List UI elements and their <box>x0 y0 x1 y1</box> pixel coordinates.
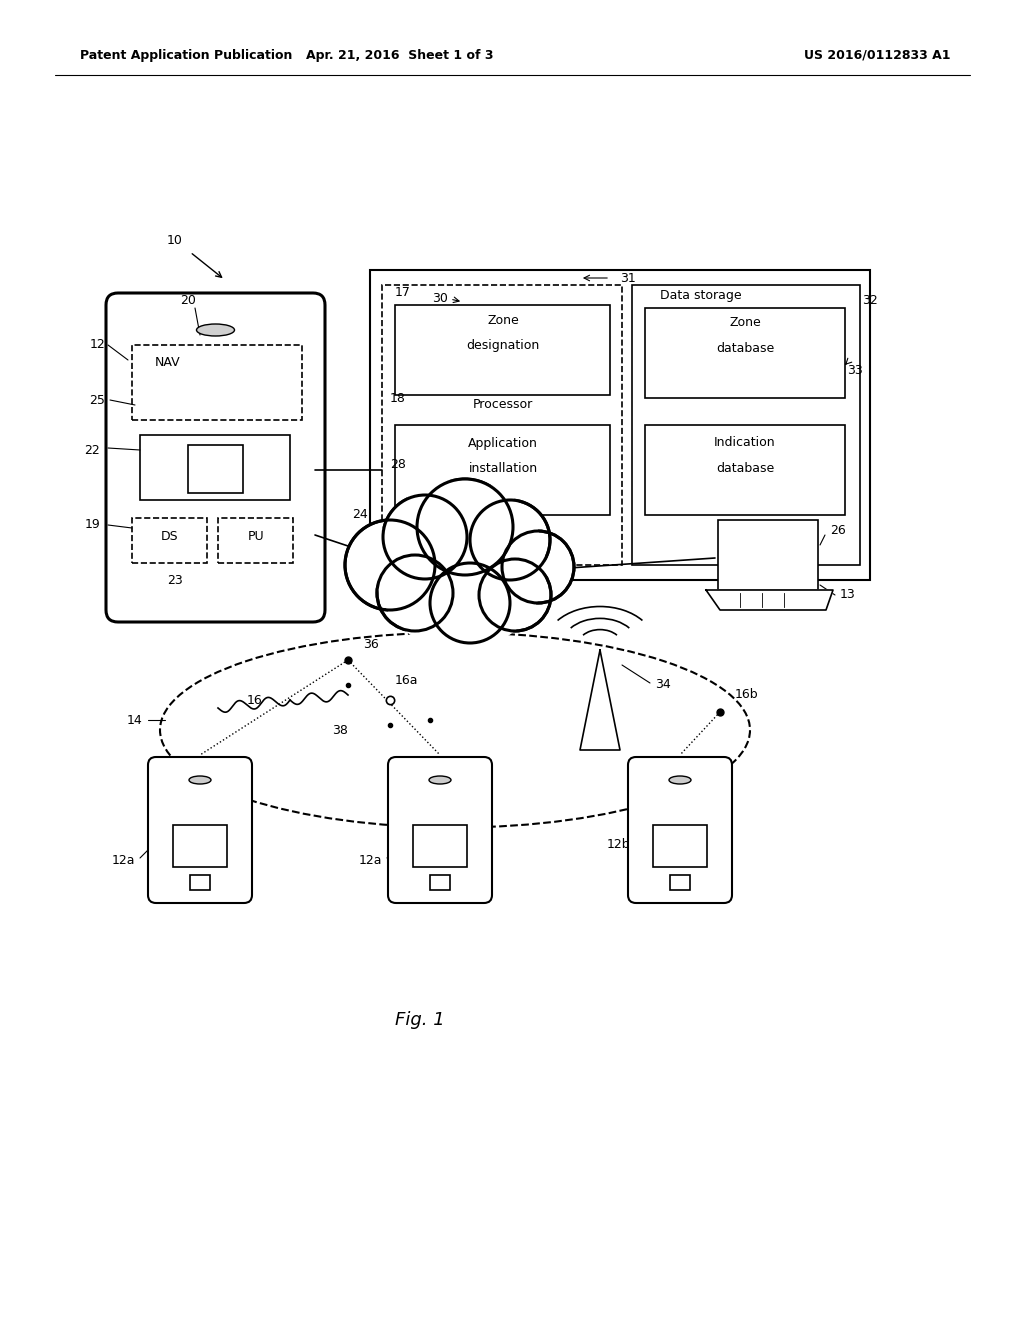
Bar <box>190 875 210 890</box>
Text: 20: 20 <box>180 293 196 306</box>
Bar <box>382 285 622 565</box>
Ellipse shape <box>429 776 451 784</box>
Text: 34: 34 <box>655 678 671 692</box>
Text: 31: 31 <box>620 272 636 285</box>
Text: database: database <box>716 342 774 355</box>
Circle shape <box>383 495 467 579</box>
FancyBboxPatch shape <box>388 756 492 903</box>
Text: 25: 25 <box>89 393 105 407</box>
Bar <box>395 425 610 515</box>
Circle shape <box>430 564 510 643</box>
Bar <box>132 517 207 564</box>
Text: 19: 19 <box>84 519 100 532</box>
Bar <box>173 825 227 867</box>
Text: 38: 38 <box>332 723 348 737</box>
Text: database: database <box>716 462 774 474</box>
Text: 14: 14 <box>126 714 142 726</box>
Text: 12: 12 <box>89 338 105 351</box>
Text: 17: 17 <box>395 285 411 298</box>
Text: 18: 18 <box>390 392 406 404</box>
Text: US 2016/0112833 A1: US 2016/0112833 A1 <box>804 49 950 62</box>
Bar <box>132 345 302 420</box>
Text: 24: 24 <box>352 508 368 521</box>
Bar <box>218 517 293 564</box>
Text: Processor: Processor <box>473 399 534 412</box>
Bar <box>370 271 870 579</box>
Text: 30: 30 <box>432 292 447 305</box>
Text: 10: 10 <box>167 234 183 247</box>
Text: 12b: 12b <box>606 838 630 851</box>
Bar <box>430 875 450 890</box>
Bar <box>140 436 290 500</box>
Text: Indication: Indication <box>714 437 776 450</box>
FancyBboxPatch shape <box>628 756 732 903</box>
FancyBboxPatch shape <box>106 293 325 622</box>
Bar <box>395 305 610 395</box>
Text: Zone: Zone <box>729 317 761 330</box>
FancyBboxPatch shape <box>148 756 252 903</box>
Circle shape <box>479 558 551 631</box>
Text: PU: PU <box>248 529 264 543</box>
Text: Application: Application <box>468 437 538 450</box>
Text: Zone: Zone <box>487 314 519 326</box>
Text: Fig. 1: Fig. 1 <box>395 1011 444 1030</box>
Polygon shape <box>580 649 620 750</box>
Text: Apr. 21, 2016  Sheet 1 of 3: Apr. 21, 2016 Sheet 1 of 3 <box>306 49 494 62</box>
Bar <box>645 308 845 399</box>
Ellipse shape <box>189 776 211 784</box>
Bar <box>718 520 818 590</box>
Ellipse shape <box>669 776 691 784</box>
Text: 12a: 12a <box>358 854 382 866</box>
Text: 28: 28 <box>390 458 406 471</box>
Text: Data storage: Data storage <box>660 289 741 301</box>
Bar <box>413 825 467 867</box>
Bar <box>188 445 243 492</box>
Text: 13: 13 <box>840 589 856 602</box>
Text: NAV: NAV <box>155 355 180 368</box>
Ellipse shape <box>197 323 234 337</box>
Bar <box>653 825 707 867</box>
Text: 33: 33 <box>847 363 863 376</box>
Text: 26: 26 <box>830 524 846 536</box>
Text: 32: 32 <box>862 293 878 306</box>
Text: 23: 23 <box>167 573 183 586</box>
Text: 22: 22 <box>84 444 100 457</box>
Polygon shape <box>706 590 833 610</box>
Circle shape <box>377 554 453 631</box>
Circle shape <box>417 479 513 576</box>
Text: 16: 16 <box>247 693 263 706</box>
Text: installation: installation <box>468 462 538 474</box>
Circle shape <box>502 531 574 603</box>
Bar <box>645 425 845 515</box>
Bar <box>670 875 690 890</box>
Circle shape <box>470 500 550 579</box>
Circle shape <box>345 520 435 610</box>
Bar <box>632 285 860 565</box>
Text: 12a: 12a <box>112 854 135 866</box>
Text: 36: 36 <box>362 639 379 652</box>
Text: 16b: 16b <box>735 688 759 701</box>
Text: Patent Application Publication: Patent Application Publication <box>80 49 293 62</box>
Text: designation: designation <box>466 338 540 351</box>
Text: DS: DS <box>161 529 179 543</box>
Text: 16a: 16a <box>395 673 419 686</box>
Text: 21: 21 <box>360 591 376 605</box>
Circle shape <box>375 480 545 649</box>
